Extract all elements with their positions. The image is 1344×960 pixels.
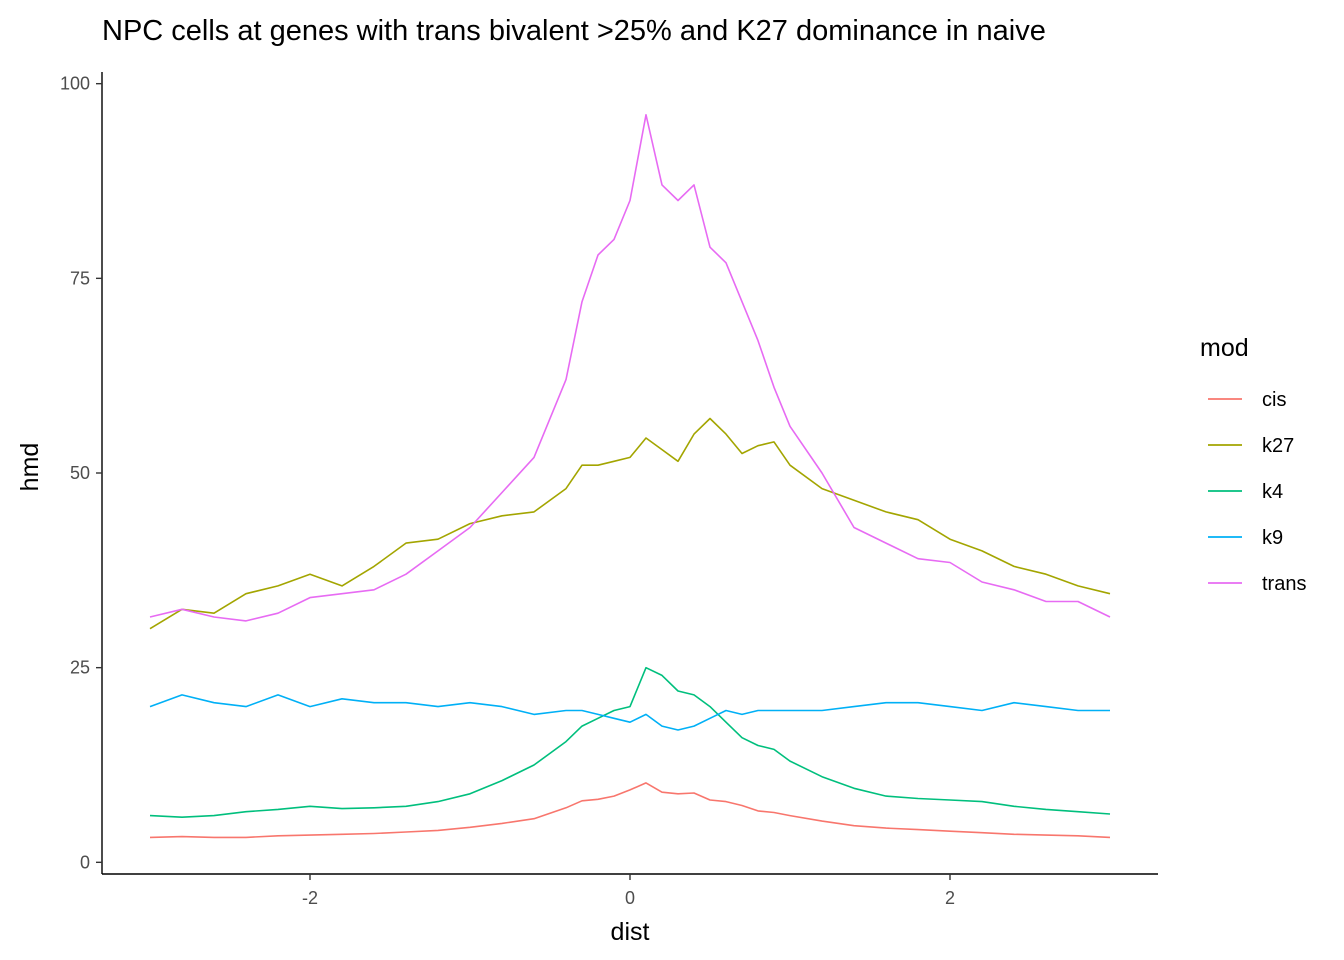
y-tick-label: 100: [60, 74, 90, 94]
x-tick-label: 2: [945, 888, 955, 908]
x-tick-label: -2: [302, 888, 318, 908]
series-line-trans: [149, 114, 1111, 622]
series-line-k4: [149, 666, 1111, 819]
legend-label-trans: trans: [1262, 573, 1306, 595]
series-line-k27: [149, 417, 1111, 630]
y-axis-ticks: 0 25 50 75 100: [60, 74, 102, 872]
legend-label-cis: cis: [1262, 389, 1286, 411]
x-axis-ticks: -2 0 2: [302, 874, 955, 908]
legend: mod cis k27 k4 k9 trans: [1200, 334, 1306, 595]
y-tick-label: 75: [70, 268, 90, 288]
y-axis-title: hmd: [16, 443, 44, 492]
chart-title: NPC cells at genes with trans bivalent >…: [102, 15, 1046, 47]
legend-label-k9: k9: [1262, 527, 1283, 549]
y-tick-label: 50: [70, 463, 90, 483]
y-tick-label: 0: [80, 852, 90, 872]
series-line-k9: [149, 694, 1110, 731]
series-line-cis: [149, 782, 1111, 839]
x-axis-title: dist: [611, 918, 650, 946]
y-tick-label: 25: [70, 658, 90, 678]
plot-area: [149, 114, 1111, 839]
legend-label-k4: k4: [1262, 481, 1283, 503]
legend-title: mod: [1200, 334, 1249, 362]
legend-label-k27: k27: [1262, 435, 1294, 457]
x-tick-label: 0: [625, 888, 635, 908]
